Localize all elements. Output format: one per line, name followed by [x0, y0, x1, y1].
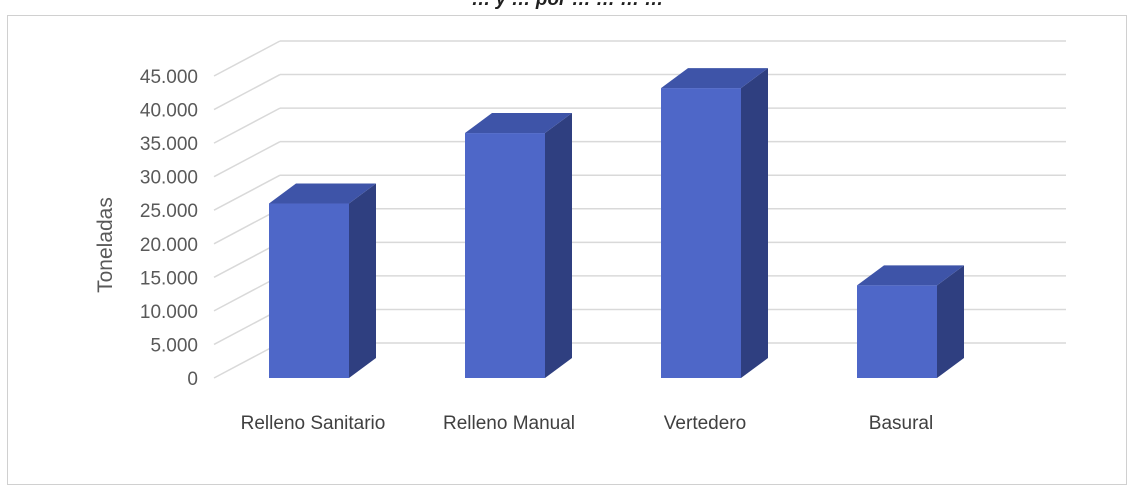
bar-front	[857, 285, 937, 378]
bar-side	[349, 183, 376, 378]
y-tick-label: 20.000	[140, 235, 198, 256]
y-tick-label: 0	[187, 369, 198, 390]
x-category-label: Vertedero	[664, 413, 746, 434]
bar	[857, 265, 964, 378]
bar-front	[661, 88, 741, 378]
bar-front	[269, 203, 349, 378]
x-category-label: Basural	[869, 413, 933, 434]
x-axis-categories: Relleno Sanitario Relleno Manual Vertedero…	[241, 413, 934, 434]
gridline-diagonal	[213, 73, 281, 111]
y-tick-label: 40.000	[140, 101, 198, 122]
y-tick-label: 5.000	[150, 335, 198, 356]
bar-top	[269, 183, 376, 204]
gridline-diagonal	[213, 107, 281, 144]
bar-side	[545, 113, 572, 379]
bar-top	[661, 68, 768, 89]
y-tick-label: 30.000	[140, 168, 198, 189]
chart-title: … y … por … … … …	[0, 0, 1135, 11]
y-tick-label: 10.000	[140, 302, 198, 323]
bar-top	[465, 113, 572, 134]
gridline-diagonal	[213, 174, 281, 211]
y-axis-label: Toneladas	[94, 197, 117, 293]
bar-chart: 0 5.000 10.000 15.000 20.000 25.000 30.000 35.0…	[94, 40, 1066, 434]
y-tick-label: 45.000	[140, 67, 198, 88]
bar	[269, 183, 376, 378]
x-category-label: Relleno Manual	[443, 413, 575, 434]
y-tick-label: 25.000	[140, 201, 198, 222]
bar-side	[741, 68, 768, 378]
bar	[465, 113, 572, 379]
bar-top	[857, 265, 964, 286]
gridline-diagonal	[213, 40, 281, 77]
y-axis-ticks: 0 5.000 10.000 15.000 20.000 25.000 30.000 35.0…	[140, 67, 198, 390]
x-category-label: Relleno Sanitario	[241, 413, 386, 434]
bar	[661, 68, 768, 378]
gridline-diagonal	[213, 141, 281, 178]
bars	[269, 68, 964, 379]
y-tick-label: 15.000	[140, 268, 198, 289]
y-tick-label: 35.000	[140, 134, 198, 155]
bar-front	[465, 133, 545, 378]
bar-side	[937, 265, 964, 378]
